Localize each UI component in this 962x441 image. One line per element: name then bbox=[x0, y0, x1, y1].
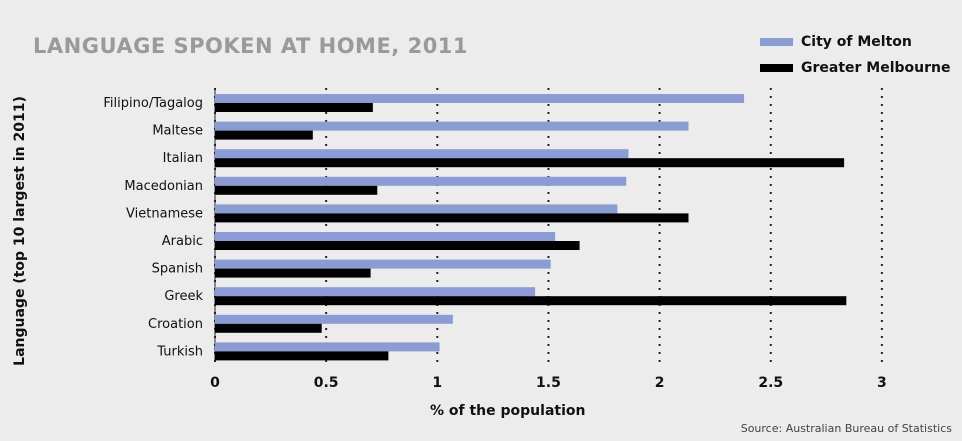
x-tick-label-1-5: 1.5 bbox=[536, 375, 561, 391]
bar-greater-melbourne-arabic bbox=[215, 241, 580, 250]
category-label-vietnamese: Vietnamese bbox=[126, 206, 203, 221]
legend-item-greater-melbourne: Greater Melbourne bbox=[760, 56, 951, 80]
legend-swatch-city-of-melton bbox=[760, 38, 793, 46]
x-tick-label-3: 3 bbox=[877, 375, 887, 391]
category-label-italian: Italian bbox=[163, 151, 203, 166]
bar-city-of-melton-arabic bbox=[215, 232, 556, 241]
bar-greater-melbourne-italian bbox=[215, 158, 845, 168]
category-label-spanish: Spanish bbox=[152, 262, 203, 277]
category-label-filipino-tagalog: Filipino/Tagalog bbox=[103, 96, 203, 111]
x-axis-label: % of the population bbox=[430, 403, 586, 419]
source-note: Source: Australian Bureau of Statistics bbox=[740, 422, 952, 435]
legend-label-greater-melbourne: Greater Melbourne bbox=[801, 60, 951, 76]
category-label-turkish: Turkish bbox=[156, 344, 203, 359]
legend: City of Melton Greater Melbourne bbox=[760, 30, 951, 82]
bar-city-of-melton-greek bbox=[215, 287, 536, 297]
category-label-macedonian: Macedonian bbox=[124, 179, 203, 194]
bar-greater-melbourne-spanish bbox=[215, 268, 371, 278]
category-label-croation: Croation bbox=[148, 317, 203, 332]
bar-greater-melbourne-croation bbox=[215, 323, 322, 333]
bar-city-of-melton-italian bbox=[215, 149, 629, 159]
bar-greater-melbourne-maltese bbox=[215, 130, 313, 140]
x-tick-label-0: 0 bbox=[210, 375, 220, 391]
bar-greater-melbourne-greek bbox=[215, 296, 847, 306]
legend-swatch-greater-melbourne bbox=[760, 64, 793, 72]
bar-city-of-melton-filipino-tagalog bbox=[215, 94, 745, 103]
bar-city-of-melton-maltese bbox=[215, 121, 689, 131]
bar-city-of-melton-croation bbox=[215, 314, 453, 324]
chart-title: LANGUAGE SPOKEN AT HOME, 2011 bbox=[33, 34, 469, 58]
x-tick-label-1: 1 bbox=[432, 375, 442, 391]
category-label-greek: Greek bbox=[164, 289, 203, 304]
bar-city-of-melton-spanish bbox=[215, 259, 551, 269]
x-tick-label-0-5: 0.5 bbox=[314, 375, 339, 391]
category-label-arabic: Arabic bbox=[162, 234, 203, 249]
bar-greater-melbourne-vietnamese bbox=[215, 213, 689, 223]
x-tick-label-2-5: 2.5 bbox=[758, 375, 783, 391]
bar-greater-melbourne-filipino-tagalog bbox=[215, 103, 373, 112]
bar-greater-melbourne-macedonian bbox=[215, 185, 378, 195]
bar-city-of-melton-turkish bbox=[215, 342, 440, 352]
bar-city-of-melton-macedonian bbox=[215, 176, 627, 186]
bar-city-of-melton-vietnamese bbox=[215, 204, 618, 214]
bar-greater-melbourne-turkish bbox=[215, 351, 389, 361]
legend-item-city-of-melton: City of Melton bbox=[760, 30, 951, 54]
x-tick-label-2: 2 bbox=[655, 375, 665, 391]
category-label-maltese: Maltese bbox=[152, 124, 203, 139]
legend-label-city-of-melton: City of Melton bbox=[801, 34, 912, 50]
